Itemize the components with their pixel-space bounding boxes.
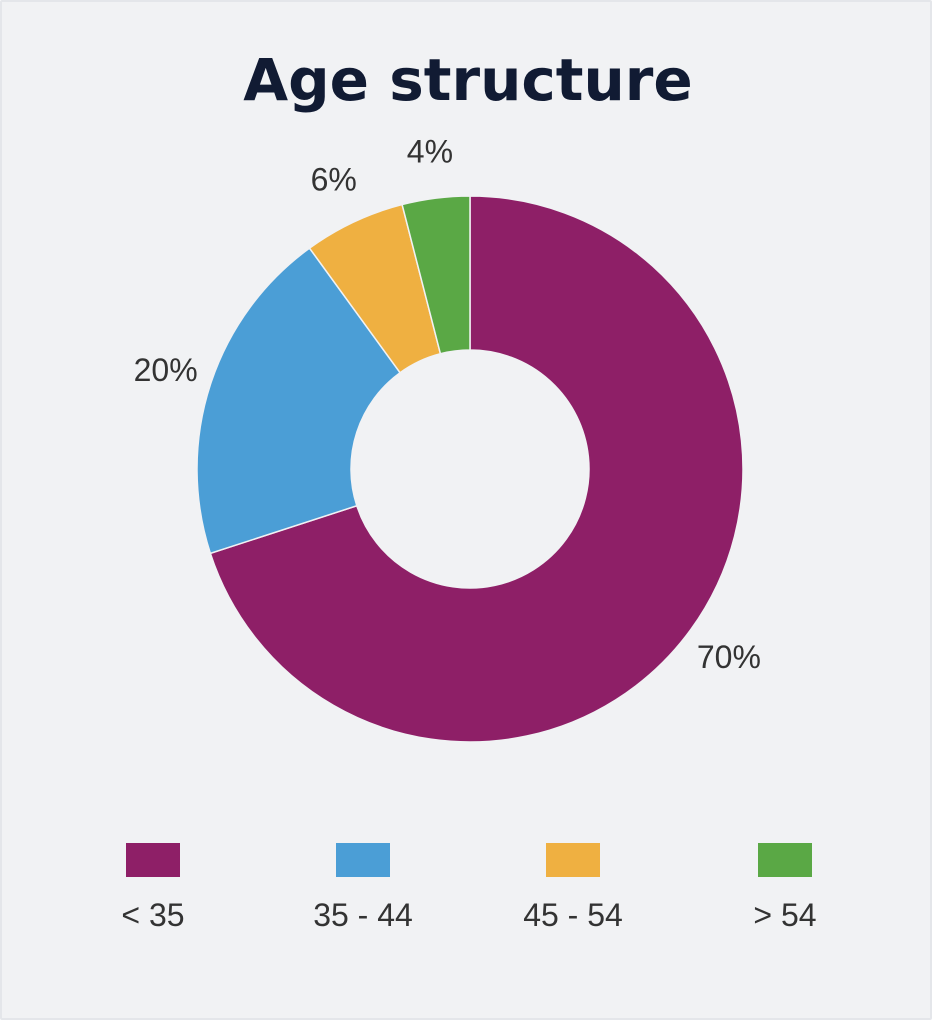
slice-label-under-35: 70% [697, 639, 761, 675]
legend-label: > 54 [753, 897, 817, 933]
slice-label-45-54: 6% [311, 161, 357, 197]
legend-item-over-54: > 54 [685, 843, 885, 934]
legend-swatch [546, 843, 600, 877]
slice-label-over-54: 4% [407, 134, 453, 170]
legend-label: < 35 [121, 897, 185, 933]
legend-item-under-35: < 35 [53, 843, 253, 934]
legend-swatch [336, 843, 390, 877]
legend-swatch [758, 843, 812, 877]
donut-slice-under-35 [209, 195, 744, 743]
legend-item-35-44: 35 - 44 [263, 843, 463, 934]
slice-label-35-44: 20% [134, 352, 198, 388]
legend-item-45-54: 45 - 54 [473, 843, 673, 934]
legend-label: 35 - 44 [313, 897, 413, 933]
legend-swatch [126, 843, 180, 877]
donut-slice-35-44 [196, 247, 402, 555]
donut-slice-over-54 [401, 195, 471, 355]
chart-title: Age structure [243, 46, 693, 114]
legend-label: 45 - 54 [523, 897, 623, 933]
